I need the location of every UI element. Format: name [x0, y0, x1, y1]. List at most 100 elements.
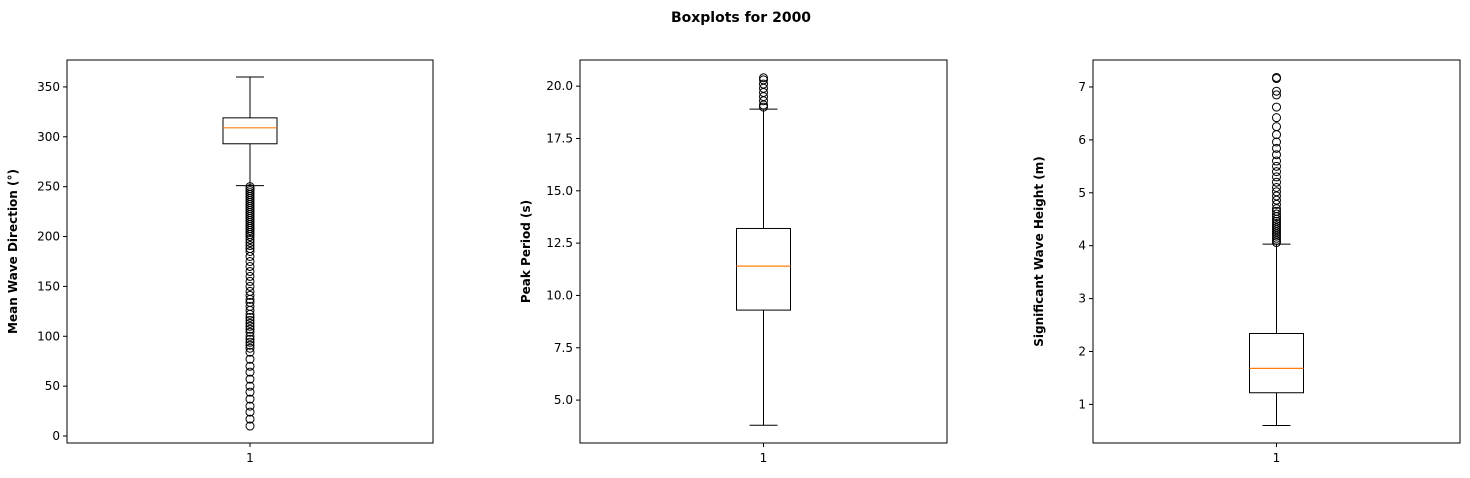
- flier-point: [245, 276, 255, 286]
- flier-point: [245, 182, 255, 192]
- flier-point: [245, 318, 255, 328]
- flier-point: [1272, 137, 1281, 147]
- x-tick-label: 1: [760, 451, 768, 465]
- flier-point: [245, 286, 255, 296]
- flier-point: [759, 73, 768, 83]
- flier-point: [245, 256, 255, 266]
- y-tick-label: 4: [1078, 239, 1086, 253]
- flier-point: [245, 261, 255, 271]
- flier-point: [1272, 102, 1281, 112]
- flier-point: [245, 414, 255, 424]
- flier-point: [245, 381, 255, 391]
- flier-point: [1272, 156, 1281, 166]
- flier-point: [1272, 182, 1281, 192]
- y-tick-label: 6: [1078, 133, 1086, 147]
- flier-point: [245, 374, 255, 384]
- y-axis-label: Significant Wave Height (m): [1032, 156, 1046, 346]
- flier-point: [245, 401, 255, 411]
- y-tick-label: 350: [37, 80, 60, 94]
- flier-point: [1272, 161, 1281, 171]
- y-tick-label: 5.0: [554, 393, 573, 407]
- y-tick-label: 15.0: [546, 184, 573, 198]
- flier-point: [1272, 218, 1281, 228]
- flier-point: [1272, 172, 1281, 182]
- flier-point: [1272, 143, 1281, 153]
- flier-point: [245, 297, 255, 307]
- flier-point: [1272, 177, 1281, 187]
- flier-point: [1272, 86, 1281, 96]
- flier-point: [245, 312, 255, 322]
- flier-point: [245, 271, 255, 281]
- x-tick-label: 1: [1273, 451, 1281, 465]
- flier-point: [245, 354, 255, 364]
- y-tick-label: 3: [1078, 292, 1086, 306]
- y-tick-label: 150: [37, 279, 60, 293]
- flier-point: [1272, 216, 1281, 226]
- y-tick-label: 17.5: [546, 131, 573, 145]
- flier-point: [1272, 72, 1281, 82]
- y-tick-label: 250: [37, 180, 60, 194]
- flier-point: [245, 334, 255, 344]
- figure-title: Boxplots for 2000: [671, 10, 811, 26]
- flier-point: [1272, 206, 1281, 216]
- y-tick-label: 2: [1078, 344, 1086, 358]
- y-tick-label: 12.5: [546, 236, 573, 250]
- y-tick-label: 7: [1078, 80, 1086, 94]
- y-tick-label: 300: [37, 130, 60, 144]
- iqr-box: [222, 117, 278, 145]
- flier-point: [245, 247, 255, 256]
- y-axis-label: Peak Period (s): [519, 200, 533, 303]
- flier-point: [245, 337, 255, 347]
- y-tick-label: 100: [37, 329, 60, 343]
- flier-point: [245, 343, 255, 353]
- flier-point: [1272, 187, 1281, 197]
- flier-point: [245, 235, 255, 245]
- y-tick-label: 20.0: [546, 79, 573, 93]
- flier-point: [759, 102, 768, 112]
- panels: 0 50 100 150 200 250 300 350 1 Mean Wave Directio…: [6, 59, 1461, 465]
- flier-point: [759, 79, 768, 89]
- flier-point: [245, 394, 255, 404]
- flier-point: [245, 367, 255, 377]
- flier-point: [245, 241, 255, 251]
- y-tick-label: 5: [1078, 186, 1086, 200]
- flier-point: [245, 301, 255, 311]
- y-tick-label: 1: [1078, 397, 1086, 411]
- boxplot-panel-1: 0 50 100 150 200 250 300 350 1 Mean Wave Directio…: [6, 59, 434, 465]
- flier-point: [245, 340, 255, 350]
- flier-point: [245, 244, 255, 254]
- iqr-box: [1249, 332, 1304, 394]
- flier-point: [1272, 90, 1281, 100]
- flier-point: [245, 315, 255, 325]
- flier-point: [1272, 209, 1281, 219]
- y-axis-label: Mean Wave Direction (°): [6, 169, 20, 334]
- flier-point: [245, 281, 255, 291]
- y-tick-label: 50: [45, 379, 60, 393]
- x-tick-label: 1: [246, 451, 254, 465]
- flier-point: [245, 387, 255, 397]
- iqr-box: [736, 227, 791, 311]
- y-tick-label: 7.5: [554, 341, 573, 355]
- flier-point: [245, 266, 255, 276]
- flier-point: [1272, 150, 1281, 160]
- y-tick-label: 0: [52, 429, 60, 443]
- flier-point: [245, 421, 255, 431]
- flier-point: [245, 331, 255, 341]
- boxplot-panel-3: 1 2 3 4 5 6 7 1 Significant Wave Height (m): [1032, 59, 1461, 465]
- y-tick-label: 10.0: [546, 288, 573, 302]
- flier-point: [245, 327, 255, 337]
- flier-point: [245, 407, 255, 417]
- flier-point: [245, 361, 255, 371]
- flier-point: [245, 324, 255, 334]
- flier-point: [245, 347, 255, 357]
- boxplot-panel-2: 5.0 7.5 10.0 12.5 15.0 17.5 20.0 1 Peak Period (…: [519, 59, 948, 465]
- flier-point: [759, 75, 768, 85]
- flier-point: [1272, 167, 1281, 177]
- flier-point: [1272, 113, 1281, 123]
- flier-point: [1272, 221, 1281, 231]
- flier-point: [245, 290, 255, 300]
- y-tick-label: 200: [37, 230, 60, 244]
- flier-point: [1272, 122, 1281, 132]
